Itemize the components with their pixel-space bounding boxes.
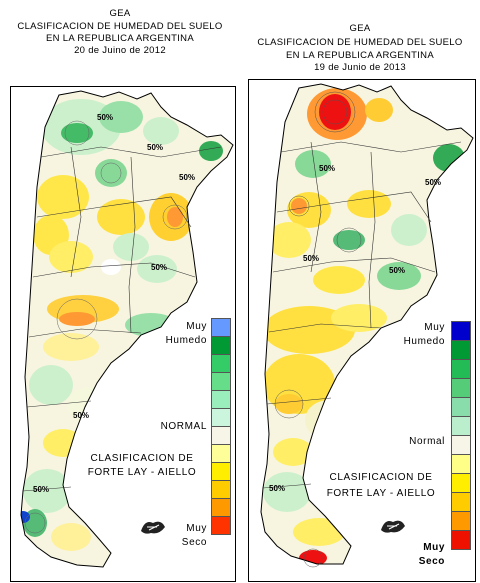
legend-swatch	[451, 492, 471, 512]
legend-swatch	[451, 416, 471, 436]
map-subtitle: EN LA REPUBLICA ARGENTINA	[286, 50, 434, 61]
legend-swatch	[211, 516, 231, 535]
legend-swatch	[451, 530, 471, 550]
classification-label-1: CLASIFICACION DE	[90, 453, 194, 464]
legend-swatch	[211, 354, 231, 373]
classification-label-2: FORTE LAY - AIELLO	[326, 488, 436, 499]
contour-label: 50%	[269, 484, 286, 493]
legend-swatch	[451, 473, 471, 493]
contour-label: 50%	[147, 143, 164, 152]
legend-swatch	[211, 426, 231, 445]
legend-swatch	[211, 480, 231, 499]
legend-swatch	[211, 390, 231, 409]
legend-swatch	[451, 359, 471, 379]
contour-label: 50%	[73, 411, 90, 420]
map-frame: 50% 50% 50% 50% 50% Muy Humedo Normal CL…	[248, 79, 476, 582]
legend-bottom-label-2: Seco	[418, 556, 445, 567]
map-title: CLASIFICACION DE HUMEDAD DEL SUELO	[257, 37, 463, 48]
argentina-soil-moisture-map	[20, 90, 234, 568]
contour-label: 50%	[319, 164, 336, 173]
contour-label: 50%	[33, 485, 50, 494]
legend-swatch	[211, 336, 231, 355]
legend-swatch	[451, 435, 471, 455]
map-panel-2013: GEA CLASIFICACION DE HUMEDAD DEL SUELO E…	[240, 0, 480, 583]
legend-swatch	[451, 397, 471, 417]
org-label: GEA	[109, 8, 131, 19]
contour-label: 50%	[151, 263, 168, 272]
org-label: GEA	[349, 23, 371, 34]
gea-logo-icon	[141, 521, 165, 534]
legend-top-label-1: Muy	[424, 322, 445, 333]
moisture-legend-scale	[211, 318, 231, 535]
map-date: 19 de Junio de 2013	[314, 62, 406, 73]
map-subtitle: EN LA REPUBLICA ARGENTINA	[46, 33, 194, 44]
legend-bottom-label-1: Muy	[186, 523, 207, 534]
legend-mid-label: NORMAL	[160, 421, 207, 432]
legend-swatch	[211, 498, 231, 517]
legend-swatch	[211, 444, 231, 463]
contour-label: 50%	[97, 113, 114, 122]
legend-top-label-1: Muy	[186, 321, 207, 332]
classification-label-1: CLASIFICACION DE	[329, 472, 433, 483]
legend-swatch	[451, 378, 471, 398]
legend-swatch	[451, 340, 471, 360]
map-date: 20 de Juino de 2012	[74, 45, 166, 56]
legend-mid-label: Normal	[409, 436, 445, 447]
contour-label: 50%	[179, 173, 196, 182]
gea-logo-icon	[381, 520, 405, 533]
legend-swatch	[211, 318, 231, 337]
legend-swatch	[451, 454, 471, 474]
legend-bottom-label-2: Seco	[181, 537, 207, 548]
map-frame: 50% 50% 50% 50% 50% 50% Muy Humedo NORMA…	[10, 86, 236, 582]
classification-label-2: FORTE LAY - AIELLO	[87, 467, 197, 478]
legend-swatch	[451, 321, 471, 341]
legend-swatch	[211, 408, 231, 427]
contour-label: 50%	[389, 266, 406, 275]
map-panel-2012: GEA CLASIFICACION DE HUMEDAD DEL SUELO E…	[10, 8, 236, 582]
legend-swatch	[451, 511, 471, 531]
legend-bottom-label-1: Muy	[423, 542, 445, 553]
legend-swatch	[211, 462, 231, 481]
map-title: CLASIFICACION DE HUMEDAD DEL SUELO	[17, 21, 223, 32]
moisture-legend-scale	[451, 321, 471, 550]
legend-top-label-2: Humedo	[403, 336, 445, 347]
legend-top-label-2: Humedo	[165, 335, 207, 346]
contour-label: 50%	[303, 254, 320, 263]
argentina-soil-moisture-map	[260, 83, 474, 568]
legend-swatch	[211, 372, 231, 391]
contour-label: 50%	[425, 178, 442, 187]
